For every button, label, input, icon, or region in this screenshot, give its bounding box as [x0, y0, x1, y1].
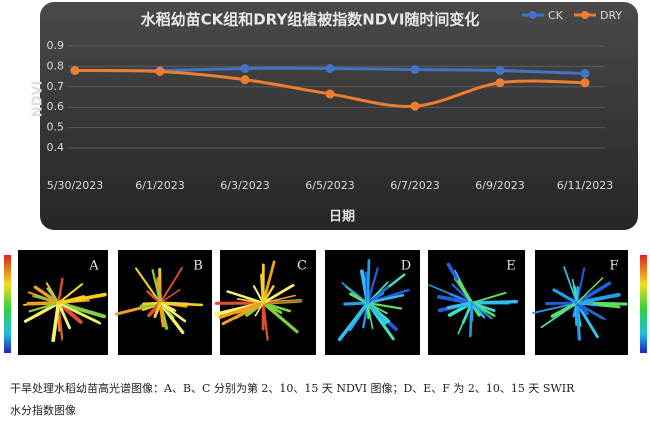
- panel-label: C: [297, 259, 307, 274]
- plant-leaf: [345, 303, 368, 304]
- y-tick-label: 0.4: [47, 141, 65, 154]
- x-axis-label: 日期: [329, 210, 355, 225]
- x-tick-label: 6/5/2023: [305, 179, 354, 192]
- y-tick-label: 0.6: [47, 100, 65, 113]
- point: [581, 78, 590, 87]
- y-tick-label: 0.8: [47, 59, 65, 72]
- point: [496, 78, 505, 87]
- panel-label: E: [506, 259, 516, 274]
- point: [241, 75, 250, 84]
- legend-label: CK: [548, 9, 564, 22]
- point: [326, 89, 335, 98]
- panel-label: D: [401, 259, 411, 274]
- plant-leaf: [546, 303, 577, 304]
- plant-leaf: [262, 275, 264, 303]
- point: [411, 102, 420, 111]
- panel-label: B: [193, 259, 203, 274]
- point: [156, 67, 165, 76]
- caption-line: 干旱处理水稻幼苗高光谱图像：A、B、C 分别为第 2、10、15 天 NDVI …: [10, 381, 575, 395]
- y-tick-label: 0.7: [47, 80, 65, 93]
- point: [326, 64, 335, 73]
- plant-leaf: [470, 303, 471, 336]
- panel-label: F: [609, 259, 618, 274]
- point: [411, 65, 420, 74]
- x-tick-label: 6/3/2023: [220, 179, 269, 192]
- legend-swatch: [581, 11, 589, 19]
- plant-leaf: [368, 260, 369, 303]
- legend-label: DRY: [600, 9, 622, 22]
- y-tick-label: 0.9: [47, 39, 65, 52]
- y-axis-label: NDVI: [31, 81, 46, 118]
- chart-title: 水稻幼苗CK组和DRY组植被指数NDVI随时间变化: [141, 11, 480, 29]
- legend-swatch: [529, 11, 537, 19]
- x-tick-label: 6/9/2023: [475, 179, 524, 192]
- x-tick-label: 6/7/2023: [390, 179, 439, 192]
- point: [496, 66, 505, 75]
- chart-background: [40, 2, 638, 230]
- x-tick-label: 6/1/2023: [135, 179, 184, 192]
- y-tick-label: 0.5: [47, 121, 65, 134]
- point: [241, 64, 250, 73]
- caption-line: 水分指数图像: [10, 403, 76, 417]
- color-bar: [4, 255, 11, 353]
- color-bar: [640, 255, 647, 353]
- x-tick-label: 5/30/2023: [47, 179, 103, 192]
- point: [71, 66, 80, 75]
- x-tick-label: 6/11/2023: [557, 179, 613, 192]
- panel-label: A: [88, 259, 99, 274]
- point: [581, 69, 590, 78]
